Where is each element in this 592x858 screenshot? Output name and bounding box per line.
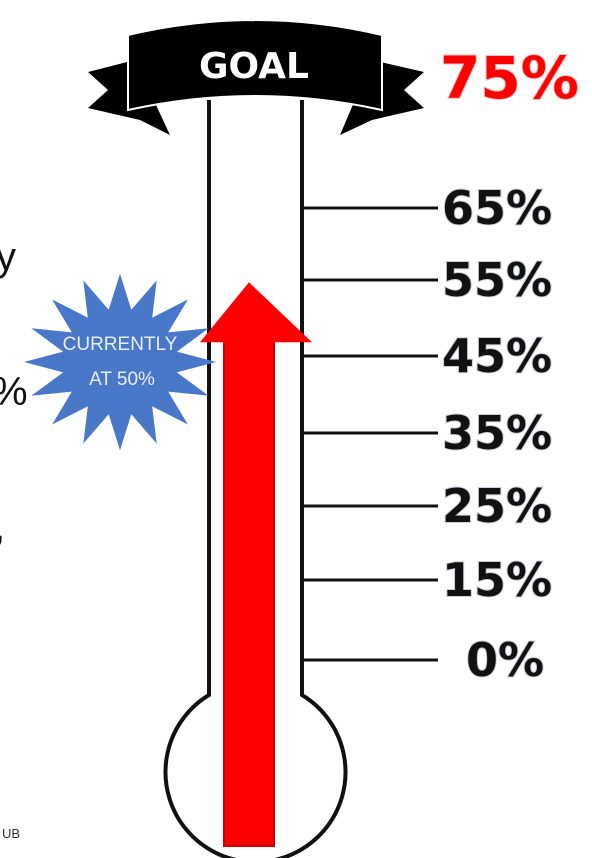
tick-label-35: 35%: [442, 406, 552, 460]
goal-value: 75%: [440, 44, 579, 112]
tick-label-65: 65%: [442, 181, 552, 235]
starburst-shape: [24, 273, 216, 451]
callout-line-1: CURRENTLY: [63, 334, 178, 355]
left-edge-fragment-3: ,: [0, 505, 5, 549]
progress-arrow: [200, 282, 312, 847]
banner-body: [127, 19, 383, 112]
tick-label-15: 15%: [442, 553, 552, 607]
tick-label-0: 0%: [466, 633, 544, 687]
left-edge-fragment-1: y: [0, 235, 16, 279]
progress-arrow-head: [200, 282, 312, 343]
callout-line-2: AT 50%: [89, 369, 155, 390]
progress-arrow-shaft: [223, 339, 275, 847]
footer-fragment: UB: [2, 826, 20, 841]
scale-ticks: 65% 55% 45% 35% 25% 15% 0%: [302, 180, 553, 688]
tick-label-25: 25%: [442, 479, 552, 533]
left-edge-fragment-2: %: [0, 370, 28, 414]
tick-label-55: 55%: [442, 253, 552, 307]
current-progress-callout: CURRENTLY AT 50%: [24, 273, 216, 451]
goal-label: GOAL: [199, 46, 309, 87]
tick-label-45: 45%: [442, 329, 552, 383]
goal-banner: GOAL: [88, 19, 424, 135]
